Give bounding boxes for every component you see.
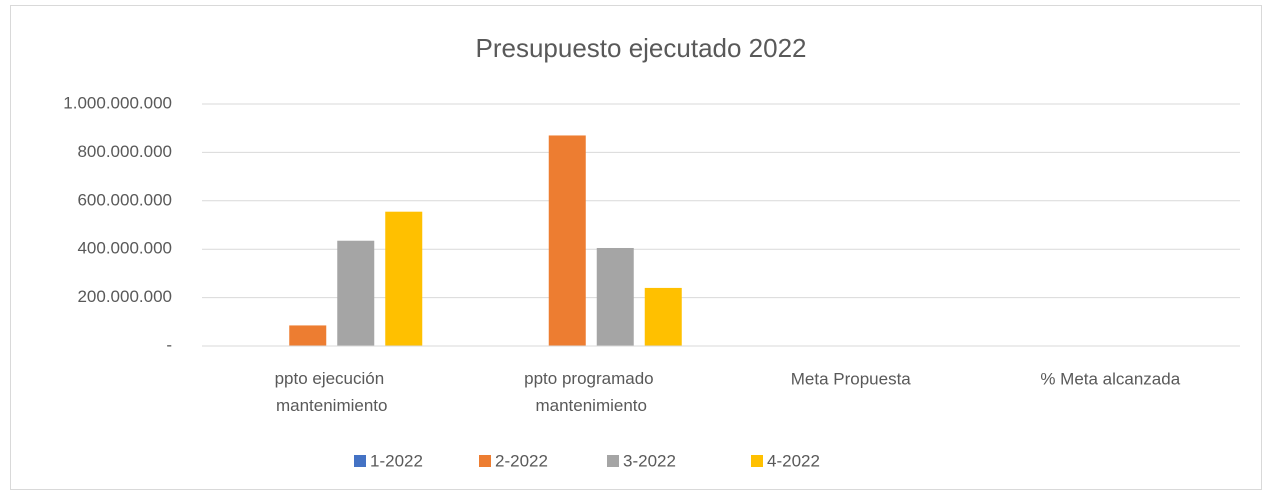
y-tick-label: 800.000.000 (77, 142, 172, 161)
bar (644, 287, 682, 346)
x-tick-label: Meta Propuesta (791, 369, 912, 388)
x-tick-label: ppto ejecución mantenimiento (275, 369, 389, 415)
legend-label: 4-2022 (767, 451, 820, 470)
legend-swatch (354, 455, 366, 467)
legend-label: 1-2022 (370, 451, 423, 470)
chart-border (10, 5, 1262, 490)
y-tick-label: - (166, 335, 172, 354)
legend-swatch (751, 455, 763, 467)
x-tick-label: % Meta alcanzada (1040, 369, 1180, 388)
legend-label: 3-2022 (623, 451, 676, 470)
x-tick-label: ppto programado mantenimiento (524, 369, 658, 415)
legend-swatch (479, 455, 491, 467)
y-tick-label: 400.000.000 (77, 239, 172, 258)
y-tick-label: 200.000.000 (77, 287, 172, 306)
legend-label: 2-2022 (495, 451, 548, 470)
chart-title: Presupuesto ejecutado 2022 (475, 33, 806, 63)
y-tick-label: 600.000.000 (77, 190, 172, 209)
y-tick-label: 1.000.000.000 (63, 93, 172, 112)
bar (289, 325, 327, 346)
bar (385, 211, 423, 346)
bar (548, 135, 586, 346)
legend-swatch (607, 455, 619, 467)
bar (596, 247, 634, 346)
bar (337, 240, 375, 346)
